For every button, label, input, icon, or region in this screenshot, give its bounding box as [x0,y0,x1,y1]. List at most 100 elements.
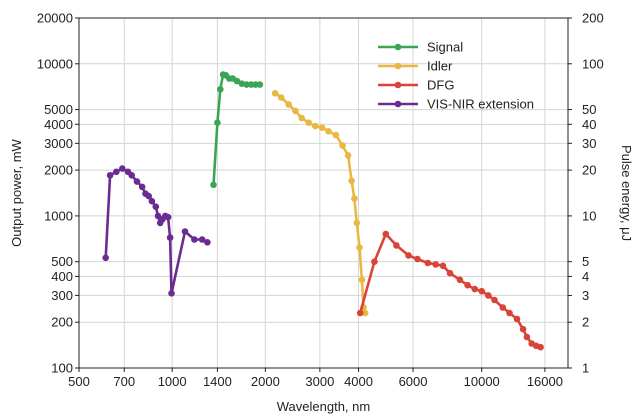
data-point [181,228,189,235]
series [102,71,544,351]
data-point [214,119,221,126]
data-point [358,276,366,284]
y2-tick-label: 2 [582,315,589,330]
data-point [298,114,306,122]
data-point [256,81,264,88]
data-point [152,203,160,210]
series-line [104,167,209,295]
data-point [271,90,279,97]
y2-tick-label: 50 [582,102,596,117]
grid [79,18,568,368]
y-axis-title: Output power, mW [9,138,24,246]
data-point [217,86,224,93]
y-tick-label: 1000 [44,208,73,223]
y-tick-label: 4000 [44,117,73,132]
data-point [164,213,172,221]
y-tick-label: 500 [51,254,73,269]
y2-tick-label: 5 [582,254,589,269]
y2-tick-label: 30 [582,136,596,151]
x-tick-label: 4000 [344,374,373,389]
data-point [405,252,412,259]
y2-tick-label: 1 [582,361,589,376]
data-point [166,234,174,241]
data-point [243,81,250,88]
data-point [318,124,326,131]
y2-tick-label: 40 [582,117,596,132]
data-point [128,172,135,179]
legend-item: Signal [378,40,463,55]
x-tick-label: 500 [68,374,90,389]
legend-item: VIS-NIR extension [378,97,534,112]
legend-label: VIS-NIR extension [427,97,534,112]
x-axis-title: Wavelength, nm [277,399,370,414]
y2-axis-title: Pulse energy, μJ [619,145,634,241]
plot-frame [78,17,569,369]
legend-swatch-marker [394,81,402,89]
y2-tick-label: 10 [582,208,596,223]
data-point [356,309,364,317]
x-tick-label: 16000 [527,374,563,389]
data-point [519,325,527,333]
data-point [233,77,241,85]
y2-tick-label: 20 [582,163,596,178]
data-point [138,183,146,191]
data-point [312,122,319,130]
series-signal [210,71,264,189]
legend: Signal Idler DFG VIS-NIR extension [378,40,534,112]
series-vis-nir-extension [102,165,211,297]
data-point [424,259,432,267]
x-tick-label: 10000 [464,374,500,389]
data-point [344,152,352,159]
data-point [432,261,440,268]
data-point [348,177,355,185]
data-point [491,296,498,304]
data-point [305,119,313,126]
series-idler [271,90,369,317]
data-point [353,219,361,227]
data-point [292,107,299,115]
data-point [361,309,369,317]
x-tick-label: 3000 [305,374,334,389]
x-tick-label: 6000 [399,374,428,389]
data-point [210,181,217,189]
data-point [446,269,454,277]
data-point [456,276,464,284]
legend-label: DFG [427,78,454,93]
data-point [148,197,156,205]
data-point [506,309,513,317]
data-point [356,244,363,251]
data-point [325,128,332,135]
data-point [471,285,479,293]
data-point [285,101,293,108]
y2-tick-label: 3 [582,288,589,303]
y2-tick-label: 4 [582,269,589,284]
data-point [414,255,421,263]
axis-ticks: 500 700 1000 1400 2000 3000 4000 6000 10000 16000… [37,11,604,390]
data-point [523,333,531,341]
data-point [537,343,544,351]
data-point [277,94,285,101]
data-point [198,236,206,243]
y-tick-label: 10000 [37,56,73,71]
data-point [113,168,120,176]
data-point [485,292,492,299]
y-tick-label: 100 [51,361,73,376]
data-point [119,165,126,172]
legend-label: Signal [427,40,463,55]
x-tick-label: 1000 [158,374,187,389]
data-point [106,172,114,179]
series-dfg [356,230,544,351]
y-tick-label: 400 [51,269,73,284]
data-point [393,242,400,249]
legend-swatch-marker [394,43,402,51]
y-tick-label: 200 [51,315,73,330]
x-tick-label: 1400 [203,374,232,389]
series-line [358,232,541,349]
data-point [371,258,378,266]
y-tick-label: 3000 [44,136,73,151]
data-point [191,236,198,243]
x-tick-label: 700 [113,374,135,389]
data-point [382,230,390,238]
data-point [145,192,152,200]
